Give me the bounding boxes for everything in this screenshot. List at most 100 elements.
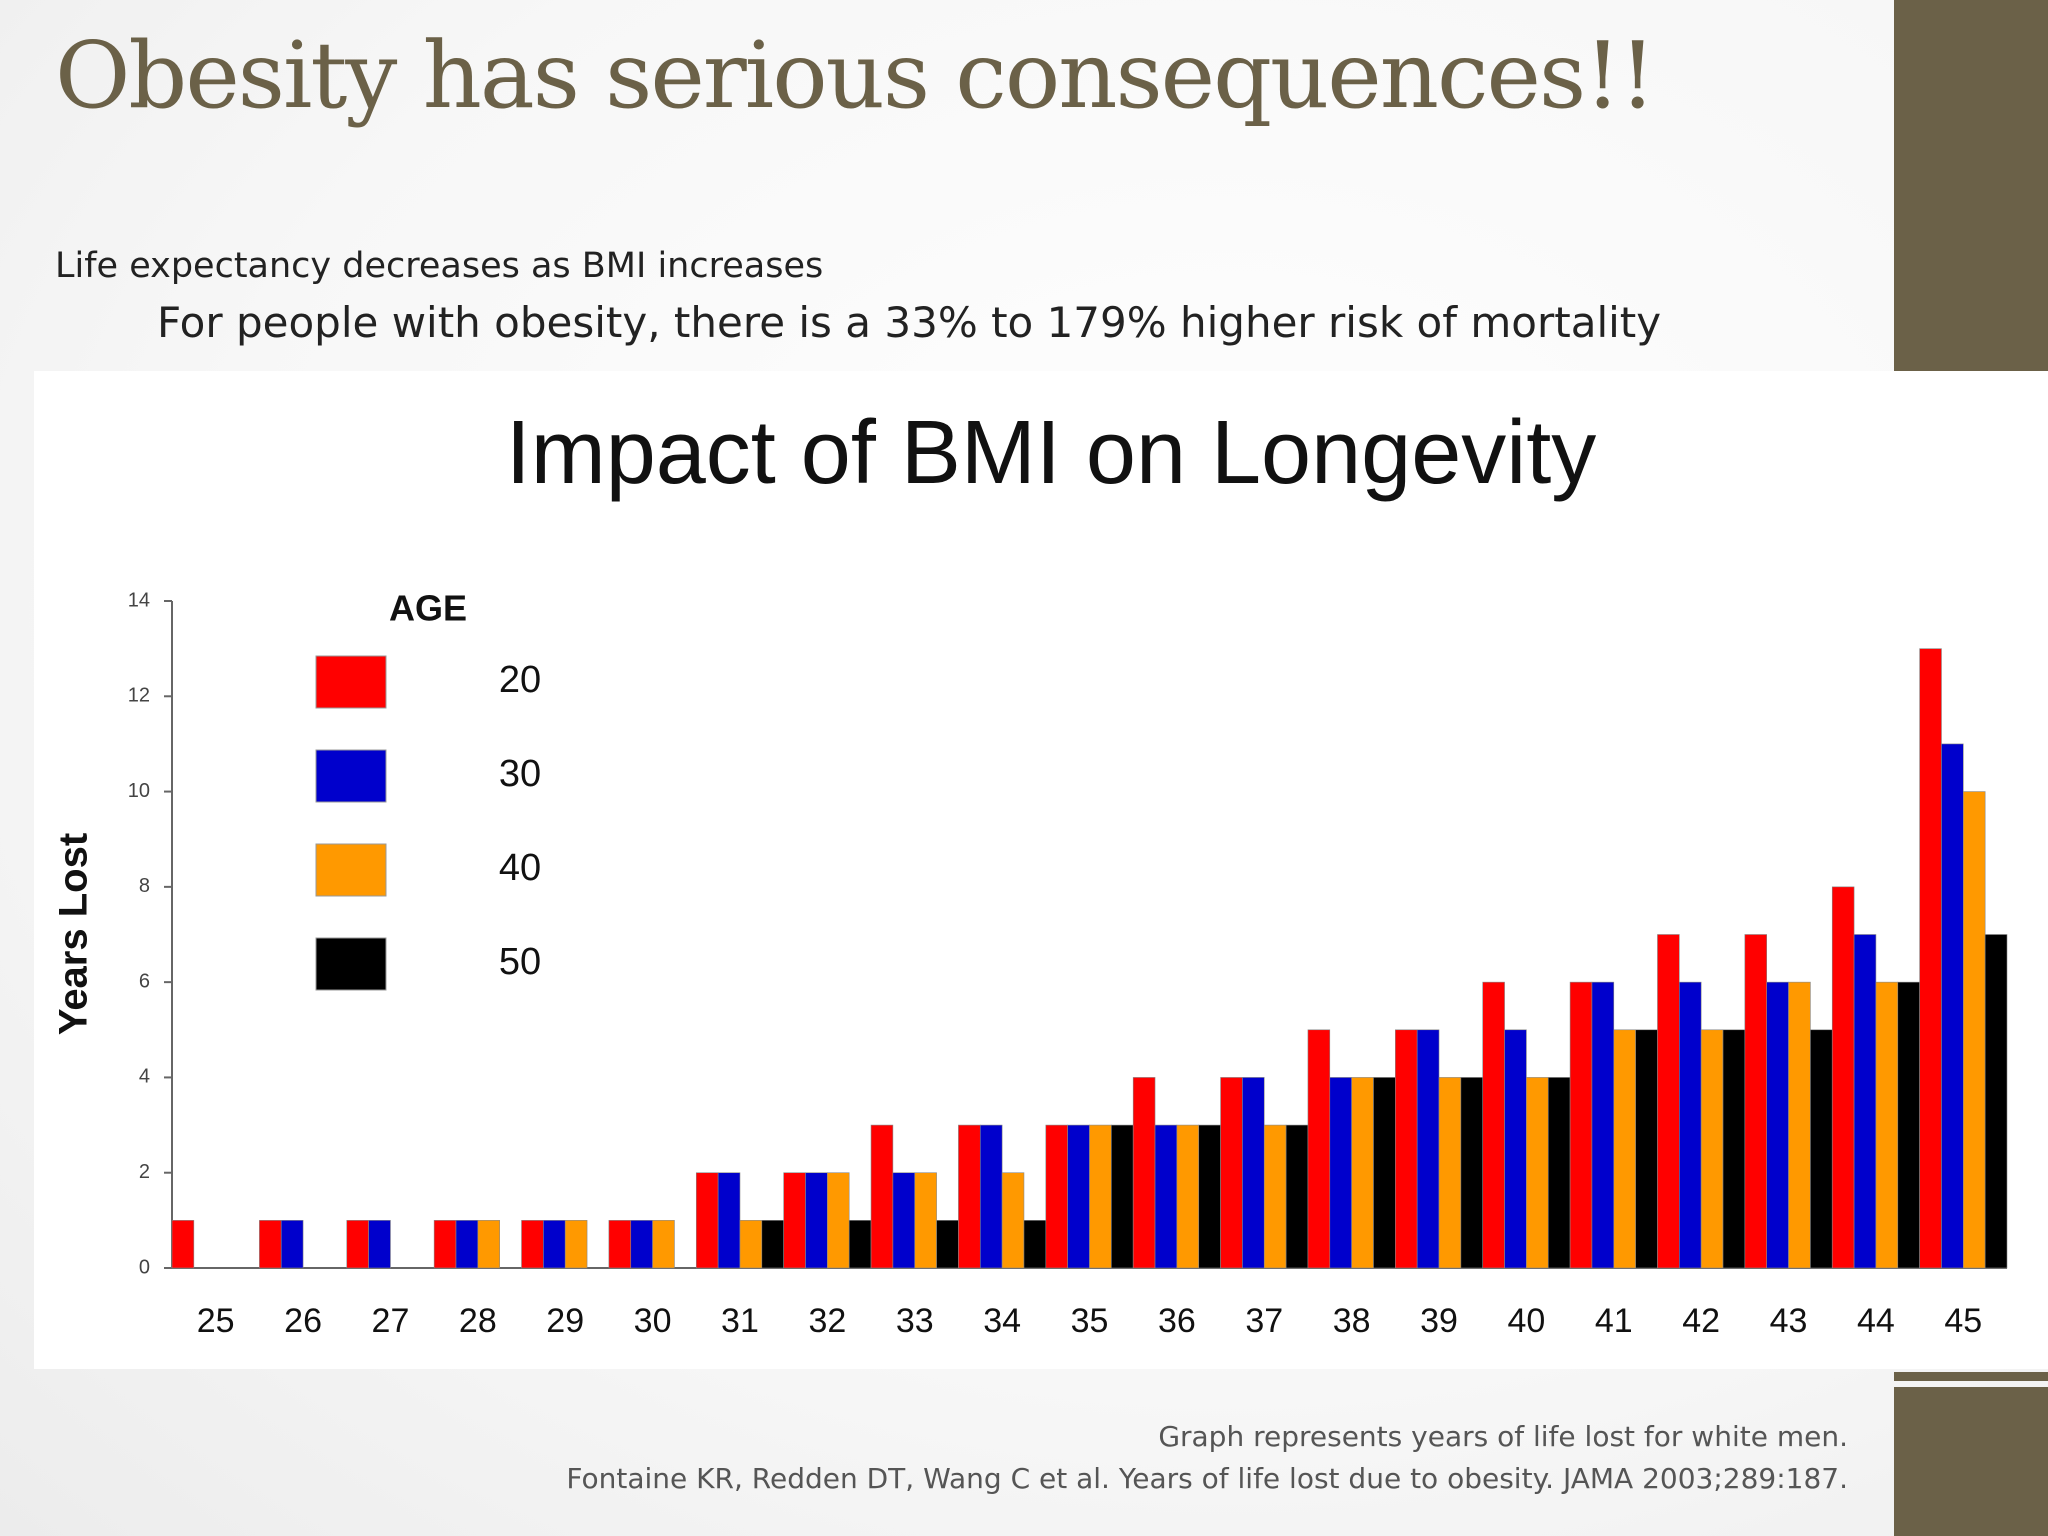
bar (1810, 1029, 1833, 1269)
legend-swatch (315, 749, 387, 803)
x-tick-label: 34 (983, 1302, 1021, 1340)
legend-label: 50 (499, 941, 541, 983)
bar (1416, 1029, 1440, 1269)
bar (1591, 981, 1615, 1269)
bar (1700, 1029, 1724, 1269)
bar (477, 1220, 500, 1269)
bar (1722, 1029, 1746, 1269)
bar (433, 1220, 457, 1269)
legend-swatch (315, 937, 387, 991)
bar (1351, 1077, 1374, 1269)
bar (1111, 1124, 1134, 1269)
x-tick-label: 43 (1770, 1302, 1808, 1340)
y-axis-label: Years Lost (52, 833, 96, 1035)
bar (1089, 1124, 1112, 1269)
bar (564, 1220, 588, 1269)
y-tick-label: 6 (139, 970, 150, 992)
bar (979, 1124, 1003, 1269)
x-tick-label: 41 (1595, 1302, 1633, 1340)
bar (805, 1172, 828, 1269)
x-tick-label: 30 (634, 1302, 672, 1340)
bar (1526, 1077, 1549, 1269)
bar (1941, 743, 1964, 1269)
bar (1504, 1029, 1527, 1269)
bar (1853, 934, 1877, 1269)
bar (171, 1220, 195, 1269)
bar (914, 1172, 937, 1269)
footnote: Graph represents years of life lost for … (1158, 1420, 1848, 1453)
bar (1963, 791, 1986, 1269)
bar (1329, 1077, 1352, 1269)
bar (455, 1220, 479, 1269)
x-tick-label: 44 (1857, 1302, 1895, 1340)
bar (1176, 1124, 1200, 1269)
bar (1460, 1077, 1484, 1269)
bar (1482, 981, 1505, 1269)
bar (1788, 981, 1811, 1269)
y-tick-label: 12 (128, 685, 150, 707)
x-tick-label: 37 (1245, 1302, 1283, 1340)
side-bar-bottom (1894, 1387, 2048, 1536)
bar (717, 1172, 741, 1269)
sub-bullet: For people with obesity, there is a 33% … (157, 298, 1662, 347)
bar (1657, 934, 1680, 1269)
x-tick-label: 29 (546, 1302, 584, 1340)
legend-label: 30 (499, 753, 541, 795)
legend-title: AGE (389, 588, 467, 629)
bar (1307, 1029, 1331, 1269)
x-tick-label: 31 (721, 1302, 759, 1340)
y-tick-label: 10 (128, 780, 150, 802)
bar (848, 1220, 872, 1269)
legend-swatch (315, 655, 387, 709)
legend-label: 40 (499, 847, 541, 889)
bar (1766, 981, 1789, 1269)
bar (368, 1220, 391, 1269)
bar (1154, 1124, 1178, 1269)
x-tick-label: 28 (459, 1302, 497, 1340)
bar (1984, 934, 2008, 1269)
bar (346, 1220, 369, 1269)
x-tick-label: 26 (284, 1302, 322, 1340)
x-tick-label: 39 (1420, 1302, 1458, 1340)
y-tick-label: 8 (139, 875, 150, 897)
y-tick-label: 4 (139, 1066, 150, 1088)
bar (1613, 1029, 1636, 1269)
bar (783, 1172, 806, 1269)
y-tick-label: 14 (128, 589, 150, 611)
bar (543, 1220, 566, 1269)
bar (652, 1220, 675, 1269)
x-tick-label: 42 (1682, 1302, 1720, 1340)
bar (958, 1124, 981, 1269)
x-tick-label: 32 (808, 1302, 846, 1340)
bar (608, 1220, 632, 1269)
x-tick-label: 27 (372, 1302, 410, 1340)
bar (1373, 1077, 1396, 1269)
bar (1067, 1124, 1090, 1269)
x-tick-label: 40 (1507, 1302, 1545, 1340)
bar (1023, 1220, 1047, 1269)
slide-title: Obesity has serious consequences!! (55, 22, 1656, 129)
bar (1132, 1077, 1156, 1269)
bar (1897, 981, 1920, 1269)
chart: Impact of BMI on Longevity Years Lost AG… (34, 371, 2048, 1369)
x-tick-label: 36 (1158, 1302, 1196, 1340)
bar (280, 1220, 304, 1269)
bar (695, 1172, 719, 1269)
bar (1635, 1029, 1658, 1269)
bar (1220, 1077, 1243, 1269)
bar (936, 1220, 959, 1269)
side-line (1894, 1372, 2048, 1381)
bar (1547, 1077, 1571, 1269)
bar (1831, 886, 1855, 1269)
bar (1569, 981, 1593, 1269)
bar (827, 1172, 850, 1269)
bar (1242, 1077, 1265, 1269)
legend-label: 20 (499, 659, 541, 701)
bar (1679, 981, 1702, 1269)
bar (259, 1220, 282, 1269)
footnote: Fontaine KR, Redden DT, Wang C et al. Ye… (566, 1462, 1848, 1495)
bar (1438, 1077, 1462, 1269)
bar (521, 1220, 544, 1269)
y-tick-label: 2 (139, 1161, 150, 1183)
